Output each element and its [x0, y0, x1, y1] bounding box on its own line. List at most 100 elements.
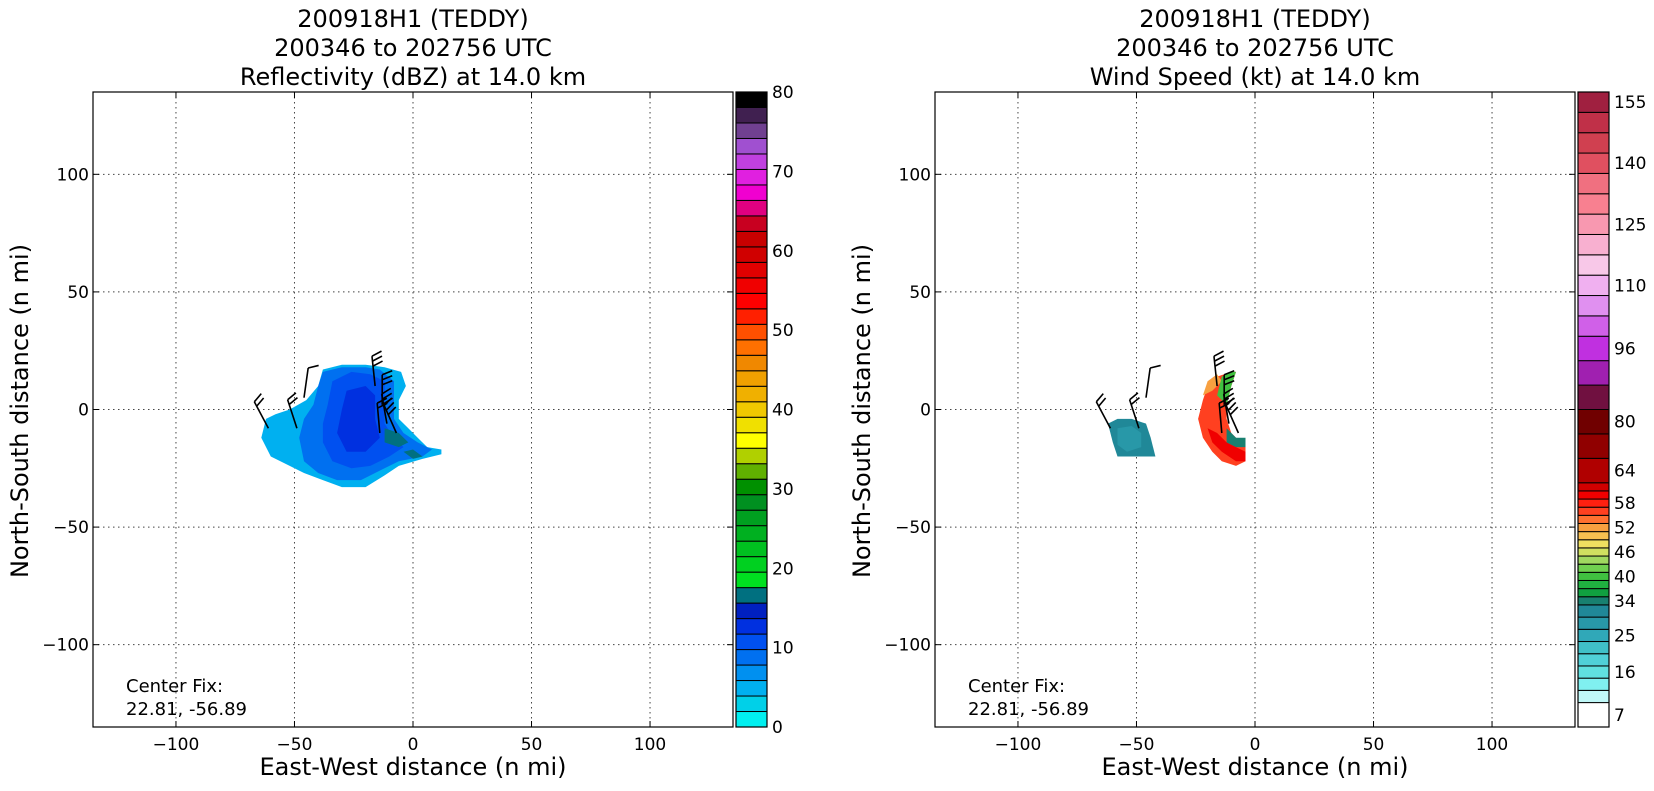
colorbar-band	[735, 277, 768, 294]
center-fix-label: Center Fix:	[126, 676, 223, 697]
colorbar-band	[1577, 522, 1610, 533]
colorbar-band	[1577, 233, 1610, 256]
center-fix-value: 22.81, -56.89	[968, 699, 1089, 720]
colorbar-band	[735, 447, 768, 465]
colorbar-band	[1577, 457, 1610, 484]
colorbar-band	[1577, 702, 1610, 728]
x-tick-label: −100	[153, 735, 200, 755]
colorbar-band	[735, 509, 768, 527]
colorbar-tick-label: 96	[1614, 339, 1636, 359]
x-tick-label: −50	[1119, 735, 1155, 755]
colorbar-band	[735, 633, 768, 651]
colorbar-tick-label: 50	[772, 321, 794, 341]
colorbar-tick-label: 80	[772, 83, 794, 103]
colorbar-band	[735, 292, 768, 310]
colorbar-band	[735, 525, 768, 542]
x-tick-label: 50	[521, 735, 543, 755]
colorbar-band	[1577, 563, 1610, 573]
x-tick-label: 0	[408, 735, 419, 755]
colorbar-band	[1577, 616, 1610, 630]
colorbar-band	[735, 401, 768, 418]
chart-title-line-1: 200918H1 (TEDDY)	[1139, 5, 1370, 33]
colorbar-frame	[735, 91, 768, 728]
colorbar-tick-label: 155	[1614, 93, 1646, 113]
wind-barbs	[1095, 350, 1240, 434]
chart-title-line-3: Wind Speed (kt) at 14.0 km	[1090, 63, 1421, 91]
center-fix-value: 22.81, -56.89	[126, 699, 247, 720]
chart-title-line-3: Reflectivity (dBZ) at 14.0 km	[240, 63, 586, 91]
colorbar-band	[735, 370, 768, 387]
colorbar-band	[1577, 539, 1610, 549]
colorbar-band	[735, 478, 768, 496]
field-region	[1226, 428, 1246, 448]
colorbar-tick-label: 40	[772, 401, 794, 421]
colorbar-band	[735, 308, 768, 325]
field-region	[1217, 371, 1236, 405]
y-tick-label: 100	[57, 165, 89, 185]
wind-barb	[253, 393, 270, 429]
colorbar-band	[1577, 193, 1610, 215]
colorbar-band	[735, 556, 768, 573]
colorbar-band	[1577, 409, 1610, 435]
colorbar-tick-label: 64	[1614, 462, 1636, 482]
colorbar-band	[1577, 111, 1610, 134]
colorbar-band	[1577, 628, 1610, 643]
wind-barb	[1145, 364, 1161, 398]
colorbar-band	[735, 602, 768, 620]
colorbar-band	[1577, 172, 1610, 195]
colorbar-band	[1577, 571, 1610, 581]
y-tick-label: −50	[53, 518, 89, 538]
colorbar-band	[1577, 547, 1610, 557]
x-tick-label: 100	[1476, 735, 1508, 755]
colorbar-band	[1577, 506, 1610, 516]
colorbar-band	[1577, 490, 1610, 500]
colorbar-band	[735, 695, 768, 713]
wind-barb	[376, 397, 388, 434]
colorbar-band	[735, 184, 768, 201]
x-axis-label: East-West distance (n mi)	[1101, 753, 1408, 781]
colorbar-tick-label: 70	[772, 162, 794, 182]
colorbar-tick-label: 58	[1614, 494, 1636, 514]
y-tick-label: 0	[78, 401, 89, 421]
colorbar-band	[735, 246, 768, 263]
colorbar-band	[1577, 213, 1610, 235]
colorbar-band	[1577, 588, 1610, 598]
colorbar-tick-label: 30	[772, 480, 794, 500]
colorbar-band	[735, 618, 768, 635]
wind-barb	[286, 392, 298, 429]
colorbar-band	[1577, 360, 1610, 386]
colorbar-band	[735, 664, 768, 682]
colorbar-band	[1577, 689, 1610, 704]
reflectivity-panel: 200918H1 (TEDDY) 200346 to 202756 UTC Re…	[6, 5, 794, 781]
colorbar-tick-label: 80	[1614, 413, 1636, 433]
colorbar-band	[1577, 677, 1610, 691]
wind-barb	[1218, 397, 1230, 434]
colorbar-tick-label: 60	[772, 242, 794, 262]
chart-title-line-1: 200918H1 (TEDDY)	[297, 5, 528, 33]
colorbar-band	[735, 261, 768, 279]
colorbar-band	[735, 711, 768, 728]
colorbar-band	[1577, 604, 1610, 618]
colorbar-band	[1577, 579, 1610, 590]
y-tick-label: 50	[67, 283, 89, 303]
wind-barb	[303, 364, 319, 398]
colorbar-tick-label: 25	[1614, 626, 1636, 646]
colorbar-band	[1577, 555, 1610, 565]
colorbar-band	[1577, 653, 1610, 667]
colorbar-band	[1577, 152, 1610, 174]
wind-barb	[1128, 392, 1140, 429]
colorbar-band	[1577, 531, 1610, 541]
colorbar-band	[735, 463, 768, 480]
colorbar-band	[735, 339, 768, 356]
colorbar-tick-label: 125	[1614, 215, 1646, 235]
wind-barbs	[253, 350, 398, 434]
x-axis-label: East-West distance (n mi)	[259, 753, 566, 781]
wind-barb	[371, 350, 383, 387]
colorbar-band	[1577, 498, 1610, 508]
y-tick-label: 50	[909, 283, 931, 303]
x-tick-label: −50	[277, 735, 313, 755]
colorbar-band	[1577, 91, 1610, 113]
colorbar-band	[1577, 514, 1610, 524]
colorbar-band	[1577, 274, 1610, 297]
colorbar-band	[735, 354, 768, 372]
